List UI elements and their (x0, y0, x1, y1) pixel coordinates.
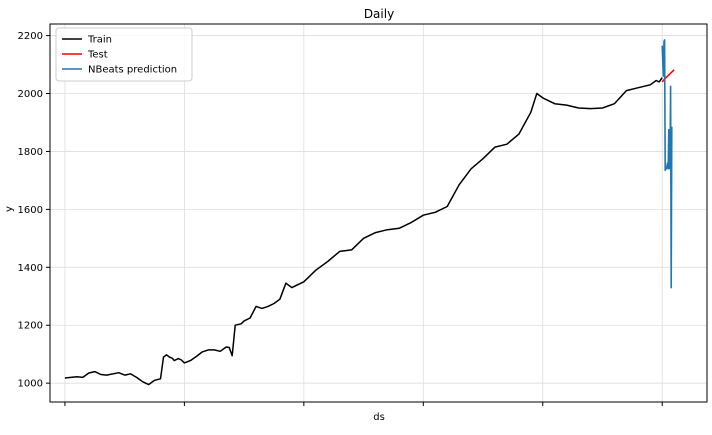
y-tick-label: 1200 (18, 321, 43, 332)
y-axis-label: y (4, 206, 15, 212)
series-layer (64, 39, 675, 386)
y-tick-label: 2000 (18, 89, 43, 100)
y-tick-label: 1000 (18, 379, 43, 390)
legend-box (55, 27, 193, 82)
series-line-train (64, 77, 663, 386)
legend-entry-label: Train (87, 35, 112, 46)
legend-entry-label: Test (87, 50, 108, 61)
x-axis-label: ds (373, 412, 385, 423)
axes-frame (49, 23, 708, 403)
y-tick-label: 2200 (18, 31, 43, 42)
grid-layer (50, 24, 707, 402)
y-tick-label: 1400 (18, 263, 43, 274)
series-line-nbeats-prediction (661, 39, 673, 289)
legend: Train Test NBeats prediction (55, 27, 193, 82)
y-tick-label: 1600 (18, 205, 43, 216)
y-tick-label: 1800 (18, 147, 43, 158)
legend-entry-label: NBeats prediction (88, 65, 177, 76)
chart-title: Daily (364, 7, 394, 21)
ticks-layer: 1000 1200 1400 1600 1800 2000 2200 (18, 31, 663, 406)
